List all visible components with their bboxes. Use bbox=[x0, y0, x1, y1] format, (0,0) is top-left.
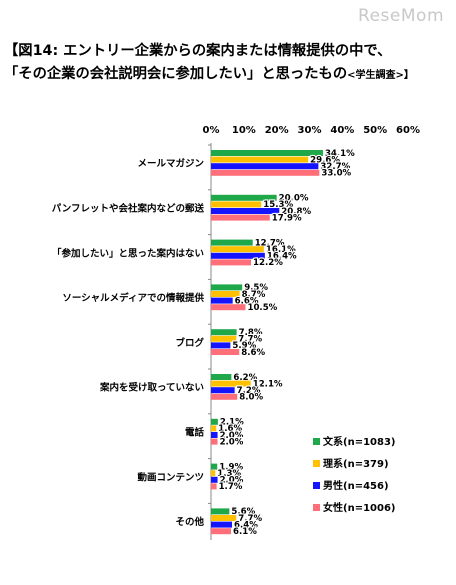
bar-2 bbox=[211, 425, 217, 432]
data-label: 2.0% bbox=[220, 431, 244, 441]
data-label: 8.6% bbox=[241, 348, 265, 358]
data-label: 1.7% bbox=[219, 482, 243, 492]
x-tick-label: 20% bbox=[265, 125, 289, 136]
data-label: 5.6% bbox=[231, 507, 255, 517]
bar-4 bbox=[211, 393, 238, 400]
bar-2 bbox=[211, 156, 309, 163]
category-label: 動画コンテンツ bbox=[137, 471, 204, 483]
legend-swatch bbox=[313, 438, 320, 445]
bar-4 bbox=[211, 528, 232, 535]
legend-label: 女性(n=1006) bbox=[323, 501, 395, 514]
data-label: 1.3% bbox=[217, 469, 241, 479]
bar-3 bbox=[211, 163, 319, 170]
bar-1 bbox=[211, 374, 232, 380]
bar-3 bbox=[211, 432, 218, 438]
data-label: 2.1% bbox=[220, 418, 244, 428]
x-tick-label: 50% bbox=[363, 125, 387, 136]
bar-2 bbox=[211, 335, 237, 342]
data-label: 16.4% bbox=[267, 252, 297, 262]
data-label: 17.9% bbox=[272, 213, 302, 223]
data-label: 7.7% bbox=[238, 514, 262, 524]
bar-4 bbox=[211, 483, 217, 490]
data-label: 9.5% bbox=[244, 283, 268, 293]
legend-swatch bbox=[313, 504, 320, 511]
data-label: 34.1% bbox=[325, 149, 355, 159]
data-label: 8.0% bbox=[239, 393, 263, 403]
data-label: 8.7% bbox=[242, 290, 266, 300]
data-label: 2.0% bbox=[220, 476, 244, 486]
category-label: メールマガジン bbox=[137, 158, 204, 170]
title-line-1: 【図14: エントリー企業からの案内または情報提供の中で、 bbox=[4, 43, 392, 59]
x-tick-label: 10% bbox=[232, 125, 256, 136]
category-label: ブログ bbox=[175, 337, 204, 349]
bar-2 bbox=[211, 246, 264, 253]
bar-3 bbox=[211, 252, 265, 259]
bar-1 bbox=[211, 329, 237, 336]
bar-3 bbox=[211, 342, 231, 349]
category-label: その他 bbox=[175, 516, 204, 528]
title-line-2: 「その企業の会社説明会に参加したい」と思ったもの<学生調査>】 bbox=[4, 63, 456, 87]
bar-2 bbox=[211, 470, 216, 477]
bar-2 bbox=[211, 380, 251, 387]
data-label: 33.0% bbox=[321, 169, 351, 179]
legend-swatch bbox=[313, 460, 320, 467]
data-label: 7.2% bbox=[237, 386, 261, 396]
bar-3 bbox=[211, 208, 280, 214]
x-tick-label: 0% bbox=[203, 125, 220, 136]
bar-1 bbox=[211, 194, 277, 201]
data-label: 6.1% bbox=[233, 527, 257, 537]
category-label: 案内を受け取っていない bbox=[99, 382, 204, 394]
bar-3 bbox=[211, 297, 233, 304]
legend-swatch bbox=[313, 482, 320, 489]
title-note: <学生調査>】 bbox=[347, 70, 414, 81]
bar-4 bbox=[211, 214, 270, 221]
watermark: ReseMom bbox=[358, 6, 444, 26]
category-label: パンフレットや会社案内などの郵送 bbox=[52, 203, 205, 215]
bar-4 bbox=[211, 259, 252, 266]
bar-2 bbox=[211, 515, 237, 521]
data-label: 7.8% bbox=[239, 328, 263, 338]
bar-1 bbox=[211, 463, 218, 470]
data-label: 2.0% bbox=[220, 437, 244, 447]
data-label: 20.0% bbox=[279, 194, 309, 204]
bar-4 bbox=[211, 169, 320, 176]
bar-1 bbox=[211, 150, 323, 156]
bar-2 bbox=[211, 291, 240, 297]
category-label: 「参加したい」と思った案内はない bbox=[52, 247, 204, 259]
title-line-2-text: 「その企業の会社説明会に参加したい」と思ったもの bbox=[4, 66, 348, 82]
data-label: 1.6% bbox=[218, 424, 242, 434]
data-label: 32.7% bbox=[320, 162, 350, 172]
bar-4 bbox=[211, 349, 240, 355]
data-label: 12.2% bbox=[253, 258, 283, 268]
category-label: 電話 bbox=[185, 427, 205, 439]
data-label: 7.7% bbox=[238, 335, 262, 345]
bar-3 bbox=[211, 387, 235, 394]
bar-1 bbox=[211, 284, 243, 291]
bar-3 bbox=[211, 521, 233, 528]
data-label: 10.5% bbox=[247, 303, 277, 313]
bar-1 bbox=[211, 239, 253, 246]
bar-1 bbox=[211, 418, 218, 425]
data-label: 20.8% bbox=[281, 207, 311, 217]
data-label: 6.4% bbox=[234, 520, 258, 530]
category-label: ソーシャルメディアでの情報提供 bbox=[62, 292, 204, 304]
x-tick-label: 40% bbox=[330, 125, 354, 136]
bar-2 bbox=[211, 201, 262, 208]
x-tick-label: 30% bbox=[298, 125, 322, 136]
chart-title: 【図14: エントリー企業からの案内または情報提供の中で、 「その企業の会社説明… bbox=[4, 40, 456, 87]
bar-4 bbox=[211, 304, 246, 311]
data-label: 12.1% bbox=[253, 379, 283, 389]
data-label: 16.1% bbox=[266, 245, 296, 255]
bar-4 bbox=[211, 438, 218, 445]
legend-label: 理系(n=379) bbox=[323, 457, 389, 470]
legend-label: 文系(n=1083) bbox=[323, 435, 395, 448]
bar-3 bbox=[211, 476, 218, 483]
legend-label: 男性(n=456) bbox=[323, 479, 389, 492]
x-tick-label: 60% bbox=[396, 125, 420, 136]
bar-1 bbox=[211, 508, 230, 515]
data-label: 1.9% bbox=[219, 462, 243, 472]
